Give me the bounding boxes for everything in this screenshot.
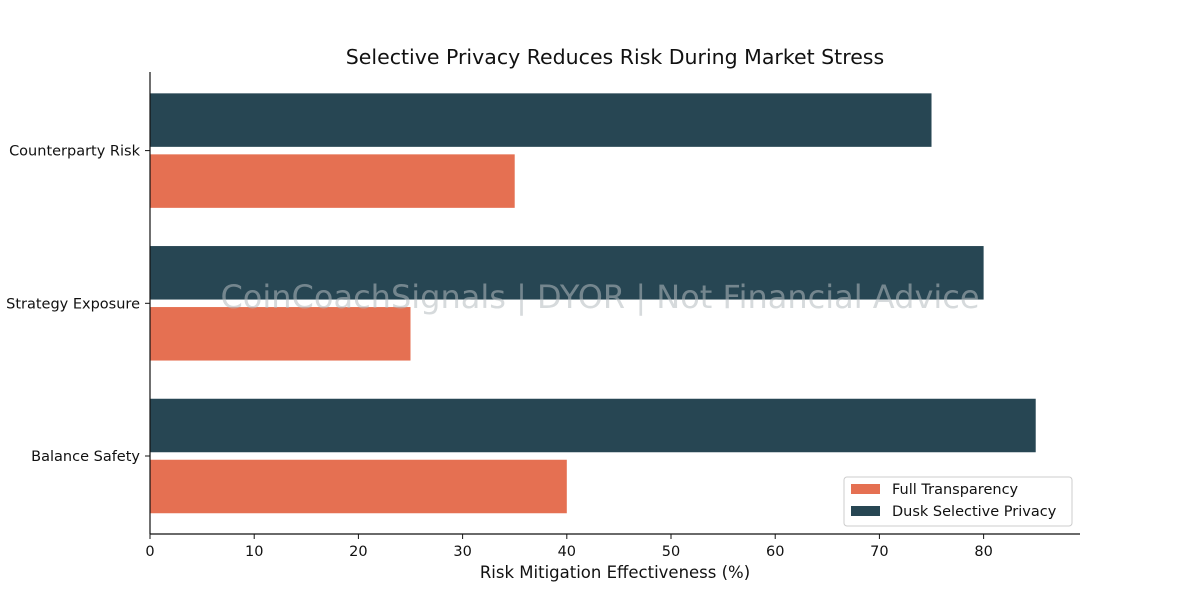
legend[interactable]: Full Transparency Dusk Selective Privacy xyxy=(843,476,1073,527)
bar-full-transparency-counterparty-risk xyxy=(150,154,515,208)
x-tick-label: 70 xyxy=(870,544,888,560)
x-tick-label: 0 xyxy=(145,544,154,560)
bar-full-transparency-balance-safety xyxy=(150,459,567,514)
bars-group xyxy=(150,93,1036,514)
x-tick-label: 50 xyxy=(662,544,680,560)
x-tick-label: 30 xyxy=(453,544,471,560)
x-tick-label: 10 xyxy=(245,544,263,560)
legend-label-dusk-selective-privacy: Dusk Selective Privacy xyxy=(892,504,1057,520)
x-tick-label: 80 xyxy=(974,544,992,560)
legend-box xyxy=(843,476,1073,527)
x-tick-label: 60 xyxy=(766,544,784,560)
x-tick-label: 40 xyxy=(558,544,576,560)
x-tick-label: 20 xyxy=(349,544,367,560)
watermark-text: CoinCoachSignals | DYOR | Not Financial … xyxy=(220,278,979,316)
y-tick-label: Balance Safety xyxy=(31,449,140,465)
bar-dusk-selective-privacy-balance-safety xyxy=(150,398,1036,453)
y-tick-label: Counterparty Risk xyxy=(9,144,141,160)
x-axis-label: Risk Mitigation Effectiveness (%) xyxy=(480,563,750,582)
legend-swatch-dusk-selective-privacy xyxy=(851,506,880,516)
bar-dusk-selective-privacy-strategy-exposure xyxy=(150,246,984,300)
y-tick-label: Strategy Exposure xyxy=(6,296,140,312)
bar-dusk-selective-privacy-counterparty-risk xyxy=(150,93,932,147)
chart-title: Selective Privacy Reduces Risk During Ma… xyxy=(346,45,884,69)
axes-group: 0 10 20 30 40 50 60 70 80 Balance Safety Strategy … xyxy=(6,72,1080,560)
legend-label-full-transparency: Full Transparency xyxy=(892,482,1019,498)
legend-swatch-full-transparency xyxy=(851,484,880,494)
bar-full-transparency-strategy-exposure xyxy=(150,307,411,361)
